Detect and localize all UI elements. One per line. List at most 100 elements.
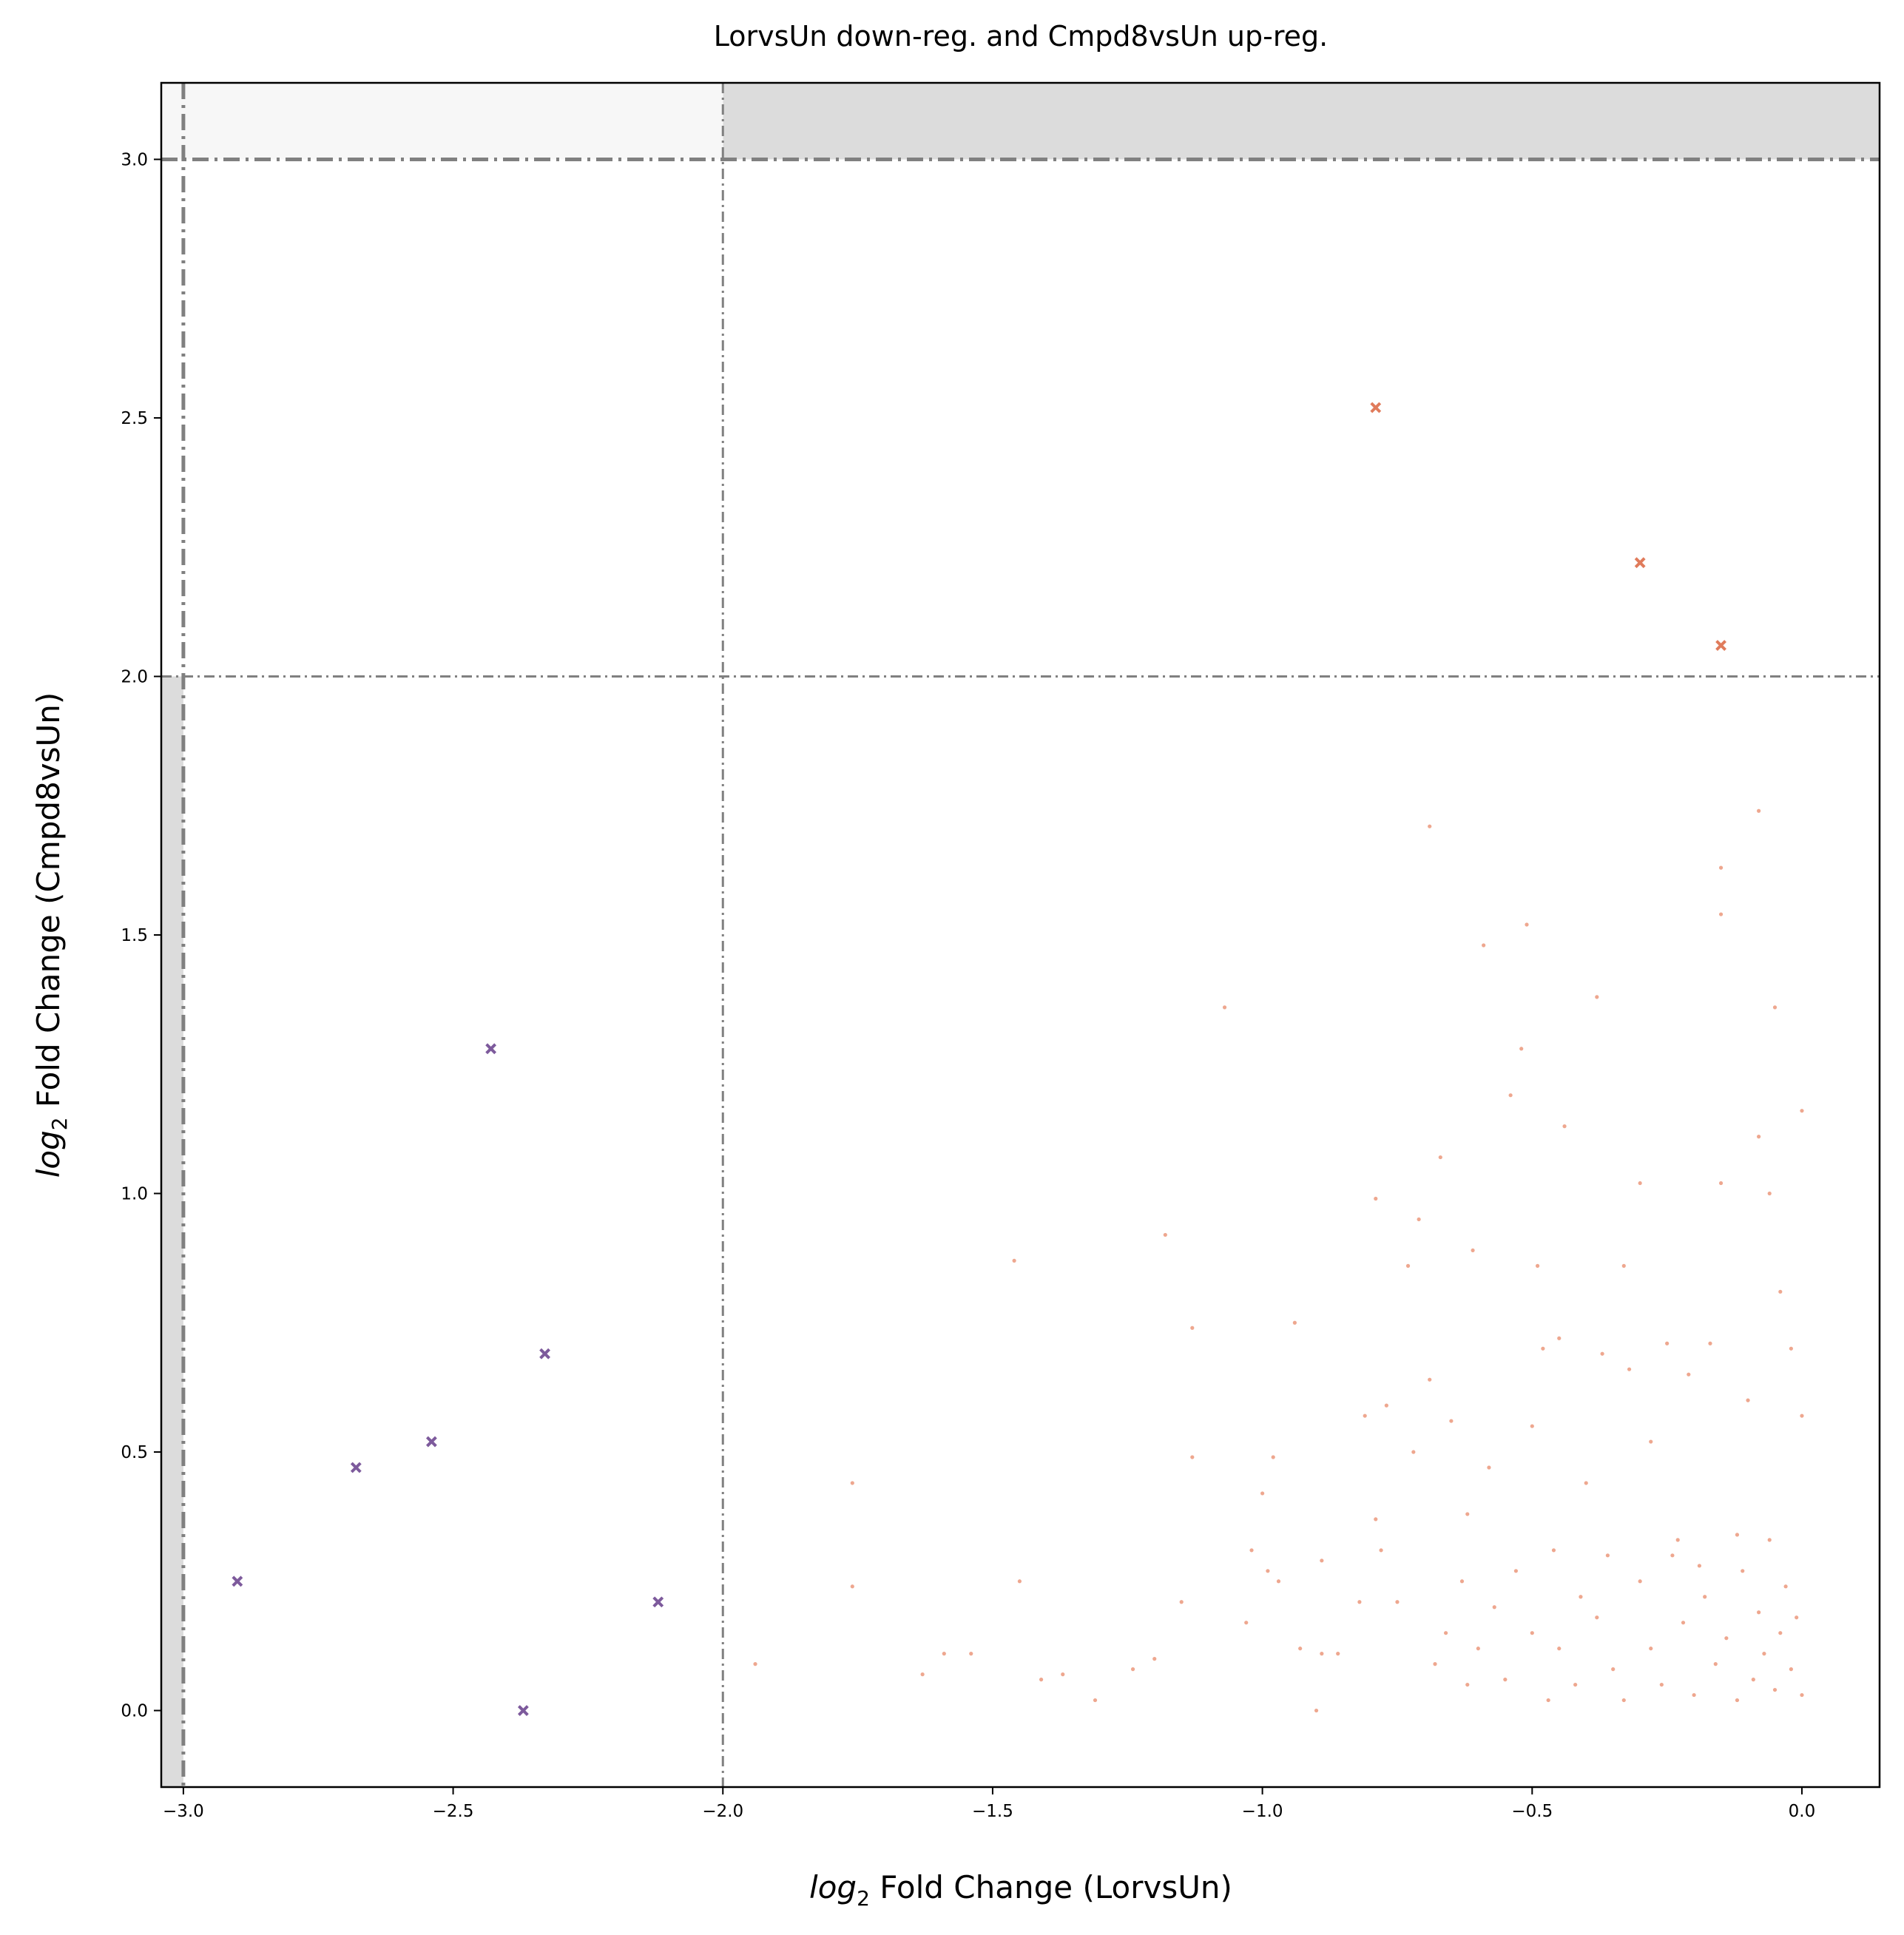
point bbox=[1266, 1569, 1270, 1573]
point bbox=[1783, 1584, 1788, 1589]
point bbox=[1384, 1403, 1388, 1408]
point bbox=[1487, 1465, 1491, 1470]
point bbox=[232, 1576, 243, 1587]
point bbox=[1061, 1672, 1065, 1677]
point bbox=[1767, 1191, 1772, 1196]
point bbox=[425, 1436, 437, 1448]
point bbox=[1670, 1553, 1675, 1558]
chart-title: LorvsUn down-reg. and Cmpd8vsUn up-reg. bbox=[714, 20, 1328, 53]
y-label-rest: Fold Change (Cmpd8vsUn) bbox=[30, 692, 67, 1118]
point bbox=[1513, 1569, 1519, 1573]
point bbox=[1298, 1647, 1303, 1651]
point bbox=[1190, 1455, 1195, 1459]
point bbox=[1715, 640, 1726, 651]
x-label-rest: Fold Change (LorvsUn) bbox=[870, 1869, 1232, 1905]
x-tick-label: −2.0 bbox=[702, 1802, 743, 1821]
point bbox=[1800, 1414, 1804, 1418]
point bbox=[1762, 1652, 1766, 1656]
point bbox=[1370, 402, 1382, 413]
x-axis-label: log2 Fold Change (LorvsUn) bbox=[809, 1869, 1232, 1911]
y-tick-label: 1.0 bbox=[121, 1185, 148, 1204]
point bbox=[1535, 1263, 1540, 1268]
point bbox=[1222, 1005, 1227, 1010]
y-tick-label: 2.0 bbox=[121, 667, 148, 686]
point bbox=[1271, 1455, 1275, 1459]
y-label-italic: log bbox=[30, 1130, 67, 1178]
y-label-sub: 2 bbox=[47, 1117, 72, 1130]
point bbox=[1789, 1346, 1793, 1351]
point bbox=[1482, 943, 1486, 948]
point bbox=[1438, 1155, 1442, 1160]
point bbox=[1800, 1692, 1804, 1698]
point bbox=[1152, 1657, 1157, 1661]
point bbox=[1621, 1263, 1626, 1268]
point bbox=[1687, 1372, 1691, 1377]
point bbox=[1017, 1579, 1022, 1584]
point bbox=[1374, 1517, 1378, 1522]
point bbox=[1320, 1652, 1324, 1656]
x-tick-label: −3.0 bbox=[163, 1802, 204, 1821]
point bbox=[920, 1672, 925, 1677]
x-label-italic: log bbox=[809, 1869, 857, 1905]
y-tick-label: 0.0 bbox=[121, 1702, 148, 1721]
x-tick-label: −1.5 bbox=[972, 1802, 1013, 1821]
point bbox=[350, 1462, 362, 1473]
point bbox=[1638, 1579, 1642, 1584]
point bbox=[1724, 1636, 1729, 1641]
point bbox=[942, 1652, 946, 1656]
point bbox=[1357, 1600, 1362, 1604]
point bbox=[1476, 1647, 1480, 1651]
point bbox=[1260, 1491, 1265, 1496]
point bbox=[1718, 1181, 1724, 1186]
shaded-region bbox=[161, 676, 183, 1788]
point bbox=[1449, 1419, 1454, 1423]
point bbox=[1697, 1564, 1701, 1568]
point bbox=[1190, 1326, 1195, 1330]
point bbox=[1746, 1398, 1750, 1402]
point bbox=[1795, 1615, 1799, 1620]
point bbox=[1735, 1698, 1740, 1703]
point bbox=[1713, 1662, 1718, 1666]
shaded-region bbox=[723, 83, 1880, 160]
point bbox=[1665, 1341, 1670, 1345]
point bbox=[1789, 1667, 1793, 1672]
point bbox=[1675, 1538, 1680, 1542]
point bbox=[1605, 1553, 1610, 1558]
point bbox=[539, 1348, 550, 1360]
point bbox=[652, 1596, 664, 1608]
point bbox=[1757, 1610, 1761, 1615]
point bbox=[1443, 1631, 1448, 1635]
point bbox=[1692, 1692, 1696, 1698]
point bbox=[1557, 1647, 1562, 1651]
point bbox=[1379, 1548, 1383, 1553]
point bbox=[1459, 1579, 1465, 1584]
y-tick-label: 0.5 bbox=[121, 1443, 148, 1462]
point bbox=[1336, 1652, 1340, 1656]
point bbox=[850, 1584, 854, 1589]
y-tick-label: 2.5 bbox=[121, 409, 148, 428]
point bbox=[1778, 1289, 1783, 1294]
point bbox=[1314, 1708, 1319, 1713]
point bbox=[1508, 1093, 1513, 1098]
point bbox=[753, 1662, 757, 1666]
point bbox=[1130, 1667, 1135, 1672]
point bbox=[1584, 1481, 1588, 1485]
point bbox=[1276, 1579, 1281, 1584]
point bbox=[1611, 1667, 1616, 1672]
x-tick-label: 0.0 bbox=[1789, 1802, 1816, 1821]
point bbox=[1751, 1678, 1755, 1682]
point bbox=[1411, 1450, 1416, 1454]
point bbox=[1562, 1124, 1567, 1129]
y-tick-label: 3.0 bbox=[121, 150, 148, 169]
point bbox=[1634, 557, 1646, 569]
point bbox=[1579, 1595, 1583, 1599]
point bbox=[1800, 1109, 1804, 1113]
point bbox=[1039, 1678, 1044, 1682]
x-tick-label: −0.5 bbox=[1511, 1802, 1553, 1821]
points bbox=[232, 402, 1804, 1716]
point bbox=[1718, 912, 1724, 916]
point bbox=[1465, 1512, 1470, 1516]
point bbox=[1405, 1263, 1411, 1268]
y-tick-label: 1.5 bbox=[121, 926, 148, 945]
